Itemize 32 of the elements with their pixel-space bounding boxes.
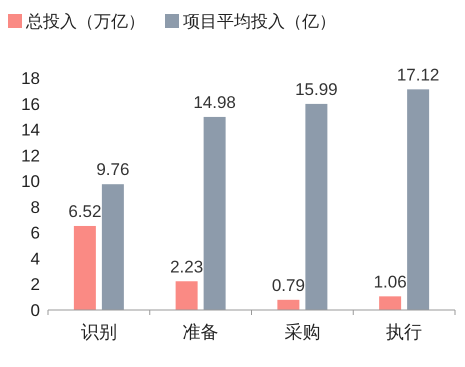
y-tick-label: 14	[21, 120, 40, 140]
y-tick-label: 8	[30, 198, 40, 217]
data-label: 14.98	[193, 92, 236, 112]
data-label: 6.52	[68, 202, 102, 221]
data-label: 2.23	[170, 257, 204, 276]
data-label: 0.79	[272, 276, 305, 295]
legend-label: 项目平均投入（亿）	[183, 12, 336, 31]
x-tick-label: 执行	[386, 322, 422, 342]
bar	[407, 89, 430, 310]
y-tick-label: 18	[21, 69, 40, 88]
data-label: 17.12	[396, 65, 440, 84]
bar	[176, 281, 198, 310]
y-tick-label: 4	[30, 249, 40, 268]
data-label: 9.76	[96, 160, 130, 180]
y-tick-label: 0	[30, 301, 40, 320]
bar	[305, 104, 328, 310]
y-tick-label: 12	[21, 146, 40, 166]
bar	[102, 184, 124, 310]
legend-label: 总投入（万亿）	[25, 12, 145, 31]
bar	[204, 116, 226, 310]
y-tick-label: 6	[30, 224, 40, 243]
y-tick-label: 10	[21, 172, 40, 192]
bar	[277, 300, 300, 310]
x-tick-label: 准备	[182, 322, 219, 342]
x-tick-label: 采购	[284, 322, 320, 342]
y-tick-label: 16	[21, 94, 40, 114]
data-label: 1.06	[374, 272, 407, 292]
data-label: 15.99	[295, 80, 338, 99]
bar	[74, 226, 96, 310]
bar	[379, 296, 402, 310]
x-tick-label: 识别	[80, 322, 117, 342]
y-tick-label: 2	[30, 275, 40, 294]
